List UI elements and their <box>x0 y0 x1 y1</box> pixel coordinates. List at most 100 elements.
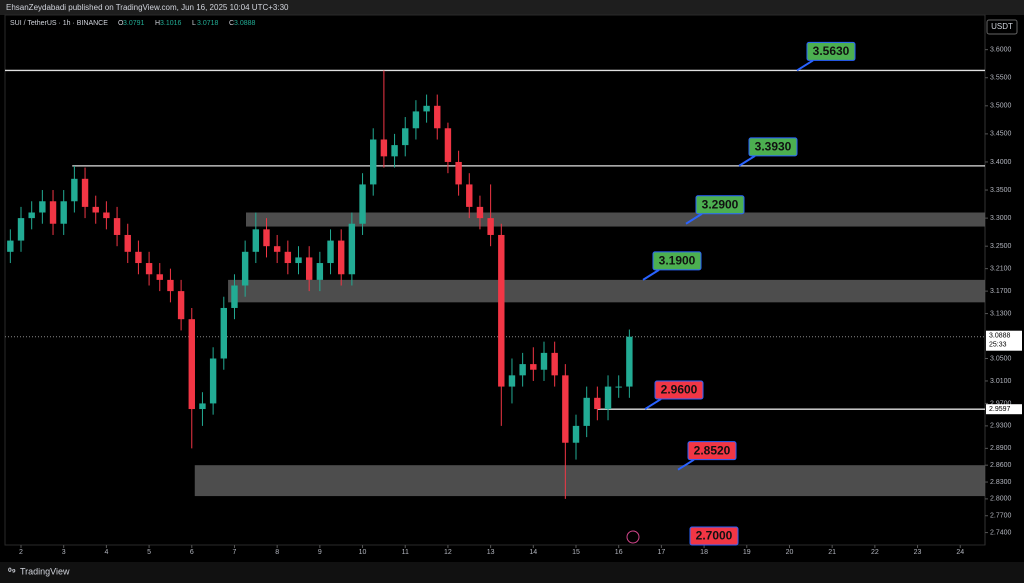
candle-body <box>508 375 516 387</box>
callout-label: 2.7000 <box>696 529 733 543</box>
x-tick-label: 22 <box>871 549 879 556</box>
candle-body <box>241 251 249 286</box>
y-tick-label: 3.0100 <box>990 378 1012 385</box>
callout-arrow <box>796 59 814 72</box>
candle-body <box>487 218 494 235</box>
ohlc-key: O <box>118 20 124 27</box>
zone <box>228 279 985 303</box>
candle-body <box>327 240 334 264</box>
callout-box <box>695 195 745 215</box>
x-tick-label: 17 <box>657 549 665 556</box>
callout-label: 3.1900 <box>659 254 696 268</box>
x-tick-label: 19 <box>743 549 751 556</box>
y-tick-label: 3.3500 <box>990 187 1012 194</box>
candle-body <box>572 425 580 443</box>
candle-body <box>81 178 89 207</box>
candle-body <box>39 201 46 213</box>
footer-logo: ⁰⁹ <box>8 566 16 576</box>
candle-body <box>7 240 14 252</box>
candle-body <box>167 279 174 292</box>
x-tick-label: 7 <box>233 549 237 556</box>
y-tick-label: 3.1300 <box>990 310 1012 317</box>
x-tick-label: 14 <box>529 549 537 556</box>
y-tick-label: 2.8600 <box>990 462 1012 469</box>
callout-label: 2.8520 <box>694 443 731 457</box>
callout-box <box>748 137 798 157</box>
zone <box>194 465 985 497</box>
candle-body <box>519 364 526 376</box>
candle-body <box>455 161 462 185</box>
callout-label: 2.9600 <box>661 383 698 397</box>
candle-body <box>135 251 142 264</box>
ohlc-value: 3.0888 <box>234 20 256 27</box>
plot <box>5 69 985 499</box>
candle-body <box>530 364 537 370</box>
ohlc-value: 3.0791 <box>123 20 145 27</box>
candle-body <box>284 251 292 264</box>
countdown: 25:33 <box>989 342 1007 349</box>
callout-box <box>687 441 737 461</box>
candle-body <box>92 206 99 213</box>
y-tick-label: 3.2100 <box>990 265 1012 272</box>
candle-body <box>231 285 238 308</box>
x-tick-label: 3 <box>62 549 66 556</box>
y-tick-label: 3.4500 <box>990 131 1012 138</box>
candle-body <box>444 128 452 162</box>
currency-box <box>986 19 1018 35</box>
y-tick-label: 3.4000 <box>990 159 1012 166</box>
x-tick-label: 13 <box>487 549 495 556</box>
x-tick-label: 4 <box>104 549 108 556</box>
x-tick-label: 16 <box>615 549 623 556</box>
candle-body <box>17 218 25 241</box>
x-tick-label: 9 <box>318 549 322 556</box>
candle-body <box>466 184 473 207</box>
ohlc-key: L <box>192 20 196 27</box>
y-tick-label: 2.9700 <box>990 400 1012 407</box>
x-tick-label: 23 <box>914 549 922 556</box>
candle-body <box>199 403 206 410</box>
level-axis-box <box>986 404 1022 415</box>
candle-body <box>220 307 227 359</box>
y-tick-label: 2.9300 <box>990 423 1012 430</box>
candle-body <box>498 234 505 387</box>
callout-label: 3.2900 <box>702 197 739 211</box>
x-tick-label: 8 <box>275 549 279 556</box>
y-tick-label: 2.7700 <box>990 513 1012 520</box>
candle-body <box>476 206 484 219</box>
callout-arrow <box>677 458 695 471</box>
candle-body <box>562 375 569 443</box>
x-tick-label: 11 <box>402 549 409 556</box>
candle-body <box>316 263 324 280</box>
y-tick-label: 3.2500 <box>990 243 1012 250</box>
symbol-title: SUI / TetherUS · 1h · BINANCE <box>10 20 108 27</box>
ohlc-value: 3.0718 <box>197 20 219 27</box>
candle-body <box>209 358 217 404</box>
last-price-label: 3.0888 <box>989 333 1011 340</box>
last-price-box <box>986 330 1022 351</box>
y-tick-label: 3.5500 <box>990 75 1012 82</box>
callout-box <box>654 380 704 400</box>
candle-body <box>252 229 260 252</box>
x-tick-label: 10 <box>359 549 367 556</box>
footer: TradingView <box>20 566 70 576</box>
ohlc-key: C <box>229 20 234 27</box>
x-tick-label: 2 <box>19 549 23 556</box>
callout-box <box>652 251 702 271</box>
callout-box <box>806 41 856 61</box>
x-tick-label: 24 <box>956 549 964 556</box>
y-tick-label: 3.5000 <box>990 103 1012 110</box>
candle-body <box>71 178 78 202</box>
currency: USDT <box>991 22 1013 31</box>
y-tick-label: 2.8900 <box>990 445 1012 452</box>
candle-body <box>60 201 67 224</box>
candle-body <box>305 257 313 280</box>
candle-body <box>49 201 57 224</box>
ohlc-value: 3.1016 <box>160 20 182 27</box>
y-tick-label: 3.1700 <box>990 288 1012 295</box>
candle-body <box>604 386 612 410</box>
candle-body <box>359 184 366 224</box>
candle-body <box>391 145 398 157</box>
candle-body <box>113 218 121 235</box>
candle-body <box>348 223 356 275</box>
